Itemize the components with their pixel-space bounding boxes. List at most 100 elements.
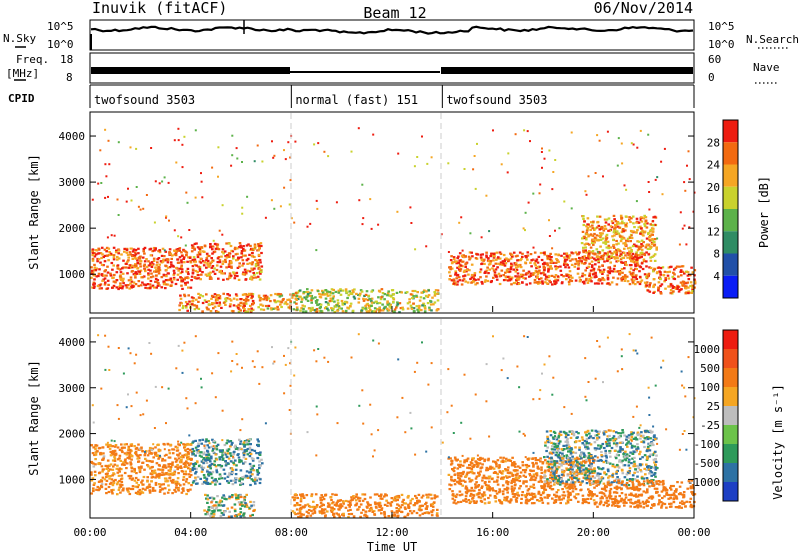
heatmap-cell <box>208 509 211 511</box>
heatmap-cell <box>470 252 473 254</box>
heatmap-cell <box>624 277 627 279</box>
heatmap-cell <box>407 507 410 509</box>
heatmap-cell <box>213 509 216 511</box>
nsearch-tick-high: 10^5 <box>708 20 735 33</box>
heatmap-cell <box>457 472 460 474</box>
heatmap-cell <box>177 262 180 264</box>
heatmap-cell <box>225 300 228 302</box>
heatmap-cell <box>181 470 184 472</box>
heatmap-cell <box>119 449 122 451</box>
heatmap-cell <box>568 283 571 285</box>
heatmap-cell <box>378 506 381 508</box>
heatmap-cell <box>613 228 616 230</box>
heatmap-cell <box>407 302 410 304</box>
heatmap-cell <box>149 492 152 494</box>
heatmap-cell <box>454 457 457 459</box>
heatmap-cell <box>502 262 505 264</box>
heatmap-cell <box>571 478 574 480</box>
heatmap-cell <box>430 303 433 305</box>
heatmap-cell <box>210 310 213 312</box>
heatmap-cell <box>322 291 325 293</box>
heatmap-cell <box>588 278 591 280</box>
heatmap-cell <box>200 246 203 248</box>
heatmap-cell <box>350 303 353 305</box>
heatmap-cell <box>173 250 176 252</box>
heatmap-cell <box>205 267 208 269</box>
heatmap-cell <box>235 497 238 499</box>
heatmap-cell <box>458 222 460 224</box>
heatmap-cell <box>591 227 594 229</box>
heatmap-cell <box>349 305 352 307</box>
heatmap-cell <box>654 260 657 262</box>
heatmap-cell <box>580 260 583 262</box>
heatmap-cell <box>205 454 208 456</box>
heatmap-cell <box>246 443 249 445</box>
heatmap-cell <box>620 218 623 220</box>
heatmap-cell <box>289 300 292 302</box>
heatmap-cell <box>239 515 242 517</box>
heatmap-cell <box>534 252 537 254</box>
heatmap-cell <box>139 454 142 456</box>
heatmap-cell <box>139 271 142 273</box>
heatmap-cell <box>228 472 231 474</box>
heatmap-cell <box>240 496 243 498</box>
heatmap-cell <box>177 250 180 252</box>
heatmap-cell <box>173 472 176 474</box>
heatmap-cell <box>223 302 226 304</box>
heatmap-cell <box>534 479 537 481</box>
heatmap-cell <box>635 231 638 233</box>
heatmap-cell <box>480 466 483 468</box>
heatmap-cell <box>531 502 534 504</box>
heatmap-cell <box>230 444 233 446</box>
heatmap-cell <box>617 260 620 262</box>
heatmap-cell <box>596 248 599 250</box>
heatmap-cell <box>493 253 496 255</box>
heatmap-cell <box>151 449 154 451</box>
heatmap-cell <box>640 219 642 221</box>
heatmap-cell <box>236 158 238 160</box>
heatmap-cell <box>189 257 192 259</box>
heatmap-cell <box>411 308 414 310</box>
heatmap-cell <box>614 270 617 272</box>
heatmap-cell <box>484 494 487 496</box>
heatmap-cell <box>306 494 309 496</box>
heatmap-cell <box>92 252 95 254</box>
heatmap-cell <box>147 454 150 456</box>
heatmap-cell <box>217 244 220 246</box>
heatmap-cell <box>154 446 157 448</box>
heatmap-cell <box>502 260 505 262</box>
heatmap-cell <box>90 461 93 463</box>
heatmap-cell <box>178 444 181 446</box>
heatmap-cell <box>144 270 147 272</box>
heatmap-cell <box>171 492 174 494</box>
heatmap-cell <box>632 253 635 255</box>
heatmap-cell <box>421 505 424 507</box>
colorbar-swatch <box>723 142 738 164</box>
heatmap-cell <box>163 443 166 445</box>
heatmap-cell <box>235 473 238 475</box>
heatmap-cell <box>639 276 642 278</box>
heatmap-cell <box>220 266 223 268</box>
heatmap-cell <box>660 161 662 163</box>
heatmap-cell <box>622 228 625 230</box>
heatmap-cell <box>154 453 157 455</box>
heatmap-cell <box>195 242 198 244</box>
heatmap-cell <box>121 481 124 483</box>
heatmap-cell <box>632 222 635 224</box>
heatmap-cell <box>136 273 139 275</box>
heatmap-cell <box>257 306 260 308</box>
heatmap-cell <box>677 276 680 278</box>
heatmap-cell <box>533 487 536 489</box>
heatmap-cell <box>604 225 607 227</box>
heatmap-cell <box>541 167 543 169</box>
heatmap-cell <box>431 514 434 516</box>
heatmap-cell <box>592 239 595 241</box>
heatmap-cell <box>256 262 259 264</box>
heatmap-cell <box>224 477 227 479</box>
heatmap-cell <box>375 507 378 509</box>
heatmap-cell <box>514 493 517 495</box>
heatmap-cell <box>187 202 189 204</box>
heatmap-cell <box>565 275 568 277</box>
heatmap-cell <box>169 468 172 470</box>
heatmap-cell <box>460 475 463 477</box>
